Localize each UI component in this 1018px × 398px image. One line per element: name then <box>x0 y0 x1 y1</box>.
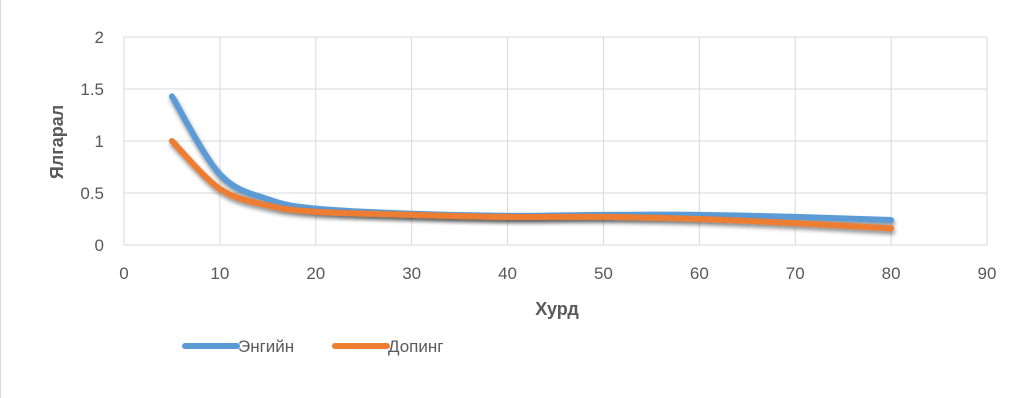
x-tick-label: 0 <box>119 264 128 283</box>
y-tick-label: 1 <box>95 132 104 151</box>
legend-label-0: Энгийн <box>238 337 294 356</box>
x-tick-label: 30 <box>402 264 421 283</box>
x-axis-title: Хурд <box>535 299 579 319</box>
y-tick-label: 1.5 <box>80 80 104 99</box>
x-tick-label: 40 <box>498 264 517 283</box>
legend-label-1: Допинг <box>388 337 443 356</box>
x-tick-label: 20 <box>306 264 325 283</box>
x-tick-label: 90 <box>978 264 997 283</box>
x-tick-label: 60 <box>690 264 709 283</box>
y-tick-label: 2 <box>95 28 104 47</box>
series-lines <box>168 93 895 232</box>
y-tick-label: 0.5 <box>80 184 104 203</box>
x-tick-label: 50 <box>594 264 613 283</box>
series-line-0 <box>168 93 895 224</box>
series-line-1 <box>168 138 895 232</box>
x-tick-label: 70 <box>786 264 805 283</box>
gridlines <box>123 36 988 246</box>
y-tick-label: 0 <box>95 236 104 255</box>
y-axis-ticks: 0 0.5 1 1.5 2 <box>80 28 104 255</box>
x-axis-ticks: 0 10 20 30 40 50 60 70 80 90 <box>119 264 996 283</box>
x-tick-label: 10 <box>210 264 229 283</box>
x-tick-label: 80 <box>882 264 901 283</box>
y-axis-title: Ялгарал <box>47 105 67 179</box>
legend: Энгийн Допинг <box>182 337 443 356</box>
